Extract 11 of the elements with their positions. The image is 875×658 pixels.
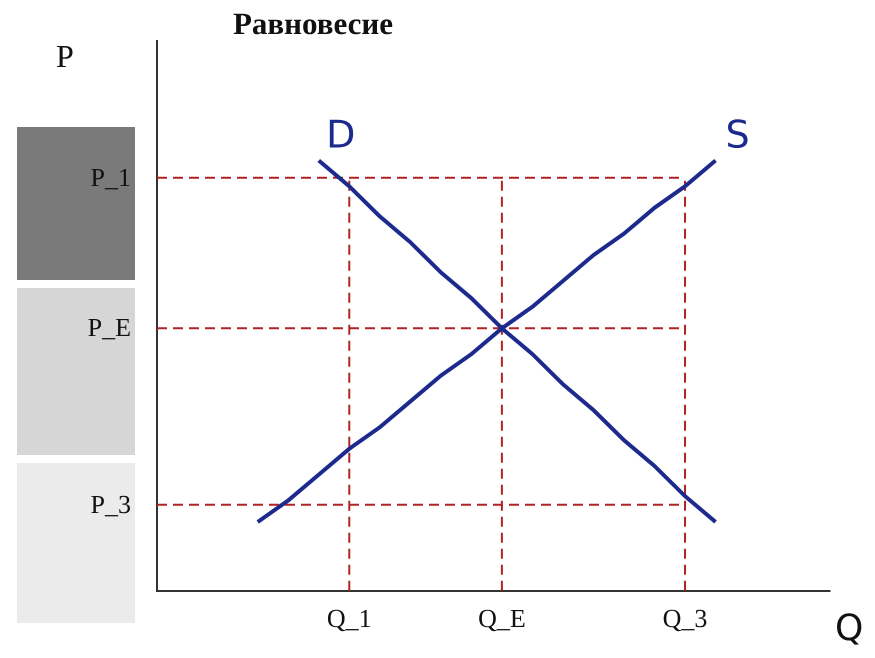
x-tick-label: Q_3 bbox=[662, 604, 708, 634]
text: P bbox=[56, 38, 74, 75]
ref-line-label: P_E bbox=[88, 313, 131, 344]
series-label: D bbox=[326, 112, 356, 156]
x-tick-label: Q_E bbox=[478, 604, 526, 634]
chart-title: Равновесие bbox=[233, 6, 394, 42]
x-tick-label: Q_1 bbox=[326, 604, 372, 634]
x-axis-title: Q bbox=[835, 608, 864, 649]
series-label: S bbox=[725, 112, 750, 156]
ref-line-label: P_3 bbox=[90, 490, 131, 520]
ref-line-label: P_1 bbox=[90, 162, 131, 193]
